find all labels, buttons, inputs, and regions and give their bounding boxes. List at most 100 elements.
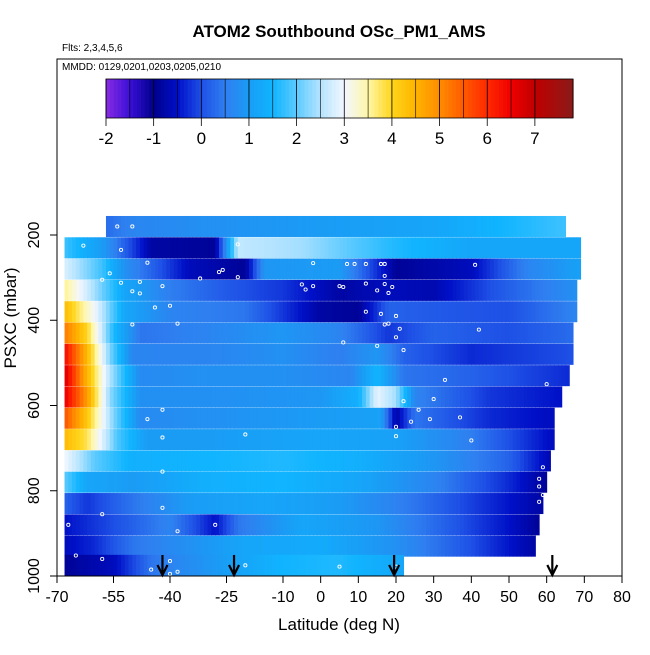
heatmap-cell bbox=[380, 322, 386, 344]
sample-point bbox=[540, 465, 545, 470]
heatmap-cell bbox=[241, 322, 246, 344]
heatmap-cell bbox=[90, 279, 96, 301]
heatmap-cell bbox=[260, 493, 265, 515]
heatmap-cell bbox=[234, 471, 239, 493]
heatmap-cell bbox=[399, 237, 405, 259]
heatmap-cell bbox=[350, 237, 356, 259]
heatmap-cell bbox=[396, 301, 401, 323]
heatmap-cell bbox=[452, 514, 457, 536]
heatmap-cell bbox=[512, 279, 518, 301]
heatmap-cell bbox=[275, 322, 280, 344]
heatmap-cell bbox=[520, 535, 525, 557]
heatmap-cell bbox=[441, 279, 446, 301]
heatmap-cell bbox=[192, 554, 197, 576]
heatmap-cell bbox=[441, 493, 446, 515]
heatmap-cell bbox=[362, 471, 367, 493]
heatmap-cell bbox=[203, 407, 209, 429]
heatmap-cell bbox=[505, 258, 510, 280]
heatmap-cell bbox=[113, 535, 118, 557]
heatmap-cell bbox=[68, 429, 73, 451]
heatmap-cell bbox=[554, 215, 559, 237]
heatmap-cell bbox=[403, 407, 408, 429]
colorbar-cell bbox=[405, 79, 411, 118]
heatmap-cell bbox=[422, 322, 427, 344]
heatmap-cell bbox=[128, 322, 133, 344]
heatmap-cell bbox=[396, 215, 401, 237]
heatmap-cell bbox=[444, 535, 450, 557]
heatmap-cell bbox=[493, 237, 499, 259]
heatmap-cell bbox=[196, 554, 201, 576]
heatmap-cell bbox=[264, 301, 269, 323]
heatmap-cell bbox=[456, 386, 461, 408]
heatmap-cell bbox=[539, 429, 544, 451]
heatmap-cell bbox=[215, 493, 220, 515]
heatmap-cell bbox=[102, 258, 107, 280]
heatmap-cell bbox=[136, 258, 141, 280]
heatmap-cell bbox=[128, 450, 133, 472]
heatmap-cell bbox=[215, 429, 220, 451]
heatmap-cell bbox=[158, 450, 163, 472]
heatmap-cell bbox=[173, 514, 179, 536]
heatmap-cell bbox=[399, 322, 405, 344]
heatmap-cell bbox=[444, 322, 450, 344]
heatmap-cell bbox=[350, 450, 356, 472]
heatmap-cell bbox=[264, 429, 269, 451]
heatmap-cell bbox=[569, 322, 574, 344]
heatmap-cell bbox=[211, 322, 216, 344]
heatmap-cell bbox=[328, 237, 333, 259]
heatmap-cell bbox=[222, 301, 227, 323]
heatmap-cell bbox=[79, 386, 84, 408]
heatmap-cell bbox=[384, 258, 389, 280]
heatmap-cell bbox=[335, 279, 340, 301]
heatmap-cell bbox=[94, 493, 99, 515]
heatmap-cell bbox=[486, 237, 491, 259]
heatmap-cell bbox=[102, 471, 107, 493]
heatmap-cell bbox=[286, 514, 292, 536]
heatmap-cell bbox=[433, 429, 438, 451]
heatmap-cell bbox=[230, 279, 235, 301]
heatmap-cell bbox=[256, 322, 261, 344]
heatmap-cell bbox=[411, 258, 416, 280]
heatmap-cell bbox=[373, 237, 378, 259]
heatmap-cell bbox=[490, 365, 495, 387]
heatmap-cell bbox=[158, 279, 163, 301]
heatmap-cell bbox=[226, 471, 231, 493]
colorbar-cell bbox=[351, 79, 356, 118]
heatmap-cell bbox=[64, 450, 69, 472]
heatmap-cell bbox=[516, 407, 521, 429]
heatmap-cell bbox=[512, 429, 518, 451]
colorbar-cell bbox=[541, 79, 547, 118]
heatmap-cell bbox=[392, 471, 397, 493]
heatmap-cell bbox=[196, 343, 201, 365]
heatmap-cell bbox=[181, 471, 186, 493]
heatmap-cell bbox=[569, 237, 574, 259]
heatmap-cell bbox=[132, 554, 137, 576]
heatmap-cell bbox=[414, 471, 420, 493]
heatmap-cell bbox=[211, 493, 216, 515]
heatmap-cell bbox=[79, 554, 84, 576]
heatmap-cell bbox=[98, 365, 103, 387]
heatmap-cell bbox=[147, 493, 152, 515]
heatmap-cell bbox=[490, 343, 495, 365]
heatmap-cell bbox=[154, 450, 160, 472]
heatmap-cell bbox=[388, 365, 393, 387]
heatmap-cell bbox=[75, 493, 81, 515]
heatmap-cell bbox=[245, 215, 250, 237]
heatmap-cell bbox=[437, 514, 442, 536]
heatmap-cell bbox=[136, 279, 141, 301]
heatmap-cell bbox=[444, 343, 450, 365]
heatmap-cell bbox=[422, 429, 427, 451]
heatmap-cell bbox=[331, 215, 337, 237]
heatmap-cell bbox=[380, 301, 386, 323]
heatmap-cell bbox=[87, 386, 92, 408]
heatmap-cell bbox=[162, 279, 167, 301]
heatmap-cell bbox=[271, 343, 276, 365]
heatmap-cell bbox=[437, 258, 442, 280]
heatmap-cell bbox=[411, 429, 416, 451]
heatmap-cell bbox=[173, 258, 179, 280]
heatmap-cell bbox=[177, 471, 182, 493]
heatmap-cell bbox=[490, 450, 495, 472]
sample-point bbox=[476, 327, 481, 332]
heatmap-cell bbox=[166, 471, 171, 493]
heatmap-cell bbox=[79, 407, 84, 429]
